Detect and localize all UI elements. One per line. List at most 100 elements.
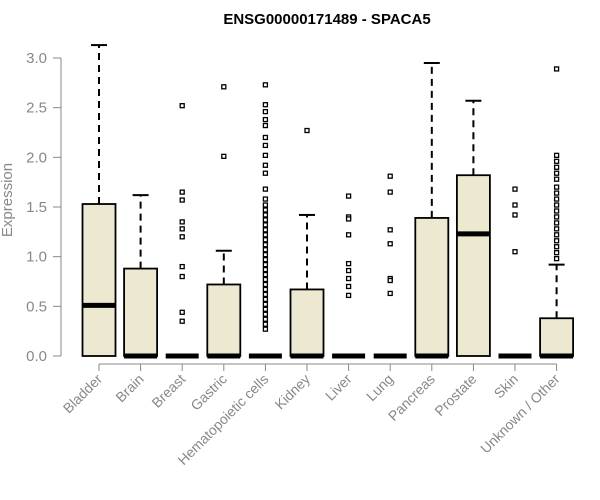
outlier-point bbox=[512, 212, 518, 218]
outlier-point bbox=[262, 82, 269, 88]
box-kidney bbox=[289, 127, 325, 359]
box-rect bbox=[539, 317, 574, 357]
outlier-point bbox=[262, 271, 269, 278]
outlier-point bbox=[262, 232, 269, 238]
box-rect bbox=[455, 174, 491, 357]
outlier-point bbox=[345, 193, 352, 199]
x-tick-label: Unknown / Other bbox=[477, 371, 563, 457]
box-prostate bbox=[455, 99, 491, 357]
outlier-point bbox=[262, 266, 269, 273]
x-tick-label: Skin bbox=[491, 371, 522, 402]
outlier-point bbox=[262, 261, 269, 268]
outlier-point bbox=[387, 277, 393, 284]
outlier-point bbox=[262, 196, 269, 202]
outlier-point bbox=[553, 244, 560, 250]
outlier-point bbox=[512, 249, 518, 255]
outlier-point bbox=[262, 102, 269, 108]
outlier-point bbox=[262, 296, 269, 303]
outlier-point bbox=[553, 170, 560, 176]
outlier-point bbox=[262, 286, 269, 293]
outlier-point bbox=[387, 290, 393, 297]
outlier-point bbox=[179, 309, 185, 315]
x-tick-label: Brain bbox=[112, 371, 146, 405]
outlier-point bbox=[262, 291, 269, 298]
outlier-point bbox=[179, 103, 185, 109]
outlier-point bbox=[262, 186, 269, 192]
outlier-point bbox=[553, 256, 560, 262]
box-liver bbox=[332, 193, 366, 359]
outlier-point bbox=[262, 281, 269, 288]
y-axis: 0.0 0.5 1.0 1.5 2.0 2.5 3.0 bbox=[26, 50, 62, 365]
outlier-point bbox=[262, 170, 269, 176]
y-tick-label: 1.0 bbox=[26, 249, 47, 266]
outlier-point bbox=[179, 219, 185, 225]
outlier-point bbox=[553, 250, 560, 256]
outlier-point bbox=[553, 152, 560, 158]
outlier-point bbox=[262, 316, 269, 322]
outlier-point bbox=[179, 189, 185, 195]
outlier-point bbox=[387, 189, 393, 195]
box-bladder bbox=[81, 44, 117, 357]
outlier-point bbox=[553, 164, 560, 170]
box-rect bbox=[414, 217, 450, 357]
x-tick-label: Kidney bbox=[272, 371, 314, 413]
outlier-point bbox=[221, 84, 227, 90]
outlier-point bbox=[262, 237, 269, 243]
box-brain bbox=[123, 194, 158, 359]
outlier-point bbox=[262, 134, 269, 141]
outlier-point bbox=[262, 108, 269, 115]
outlier-point bbox=[553, 202, 560, 208]
outlier-point bbox=[262, 306, 269, 312]
box-pancreas bbox=[414, 61, 450, 359]
outlier-point bbox=[262, 311, 269, 317]
outlier-point bbox=[553, 196, 560, 202]
outlier-point bbox=[262, 301, 269, 307]
outlier-point bbox=[553, 208, 560, 214]
y-tick-label: 3.0 bbox=[26, 50, 47, 67]
y-tick-label: 1.5 bbox=[26, 199, 47, 216]
outlier-point bbox=[262, 256, 269, 263]
box-lung bbox=[373, 173, 407, 359]
outlier-point bbox=[387, 241, 393, 247]
outlier-point bbox=[553, 214, 560, 220]
outlier-point bbox=[262, 122, 269, 129]
outlier-point bbox=[345, 260, 352, 267]
outlier-point bbox=[553, 238, 560, 244]
outlier-point bbox=[262, 222, 269, 228]
y-tick-label: 2.0 bbox=[26, 149, 47, 166]
outlier-point bbox=[553, 176, 560, 182]
outlier-point bbox=[262, 217, 269, 223]
outlier-point bbox=[553, 232, 560, 238]
outlier-point bbox=[262, 326, 269, 332]
chart-title: ENSG00000171489 - SPACA5 bbox=[223, 11, 430, 28]
box-rect bbox=[81, 203, 117, 357]
outlier-point bbox=[345, 275, 352, 282]
outlier-point bbox=[262, 227, 269, 233]
x-tick-label: Liver bbox=[322, 371, 355, 404]
y-tick-label: 0.0 bbox=[26, 348, 47, 365]
outlier-point bbox=[179, 197, 185, 203]
outlier-point bbox=[512, 202, 518, 208]
outlier-point bbox=[553, 66, 560, 72]
box-hematopoietic-cells bbox=[248, 82, 282, 359]
box-skin bbox=[498, 186, 532, 359]
outlier-point bbox=[553, 226, 560, 232]
outlier-point bbox=[179, 226, 185, 232]
box-rect bbox=[206, 283, 242, 357]
outlier-point bbox=[262, 162, 269, 168]
outlier-point bbox=[262, 321, 269, 327]
outlier-point bbox=[179, 273, 185, 280]
box-rect bbox=[289, 288, 325, 357]
outlier-point bbox=[553, 220, 560, 226]
outlier-point bbox=[262, 242, 269, 248]
box-group bbox=[81, 44, 574, 359]
outlier-point bbox=[387, 227, 393, 233]
x-tick-label: Prostate bbox=[431, 371, 479, 419]
outlier-point bbox=[262, 252, 269, 258]
y-axis-label: Expression bbox=[0, 163, 16, 237]
outlier-point bbox=[304, 127, 310, 134]
box-gastric bbox=[206, 84, 242, 359]
